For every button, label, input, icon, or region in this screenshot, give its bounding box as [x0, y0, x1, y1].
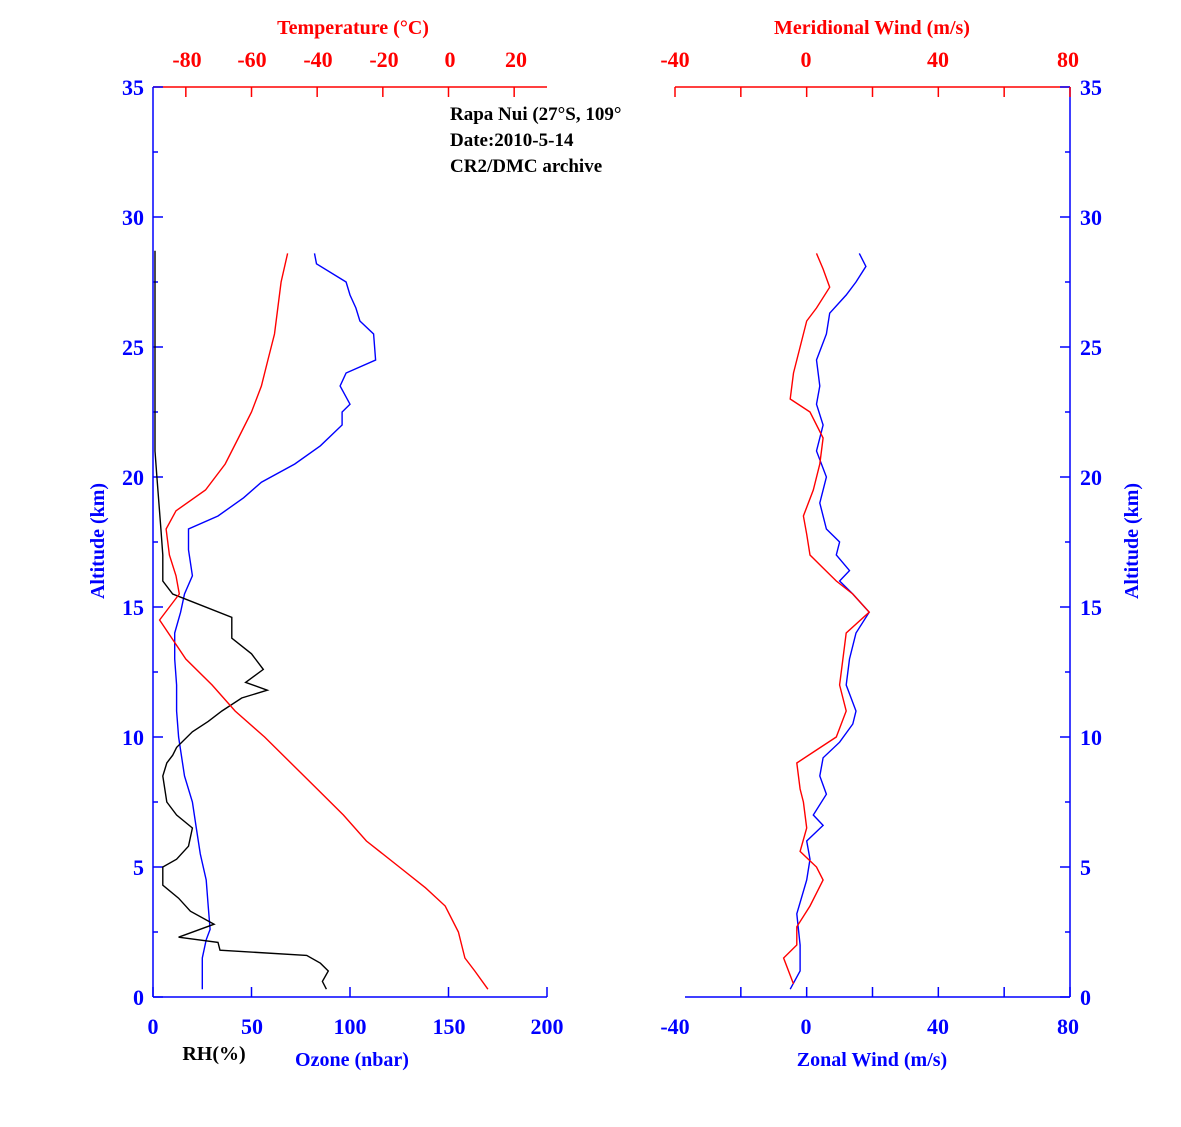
rh-axis-title: RH(%)	[182, 1043, 245, 1065]
left-altitude-tick-label: 15	[122, 595, 144, 620]
ozone-tick-label: 150	[433, 1014, 466, 1039]
ticks-layer	[152, 86, 1071, 998]
right-altitude-tick-label: 0	[1080, 985, 1091, 1010]
right-altitude-axis-title: Altitude (km)	[1121, 483, 1143, 599]
left-altitude-tick-label: 30	[122, 205, 144, 230]
right-profile-line-0	[789, 253, 871, 990]
left-altitude-tick-label: 20	[122, 465, 144, 490]
zonal-wind-tick-label: -40	[660, 1014, 689, 1039]
annotation-date: Date:2010-5-14	[450, 130, 574, 151]
right-altitude-tick-label: 30	[1080, 205, 1102, 230]
zonal-wind-tick-label: 80	[1057, 1014, 1079, 1039]
left-profile-line-1	[154, 250, 330, 990]
meridional-wind-tick-label: -40	[660, 47, 689, 72]
zonal-wind-tick-label: 0	[801, 1014, 812, 1039]
zonal-wind-axis-title: Zonal Wind (m/s)	[797, 1049, 947, 1071]
temperature-tick-label: -80	[172, 47, 201, 72]
right-altitude-tick-label: 5	[1080, 855, 1091, 880]
annotation-station: Rapa Nui (27°S, 109°	[450, 104, 621, 125]
left-altitude-axis-title: Altitude (km)	[87, 483, 109, 599]
right-profile-line-1	[782, 253, 871, 985]
left-profile-line-2	[158, 253, 489, 990]
series-layer	[154, 250, 871, 990]
ozone-tick-label: 100	[334, 1014, 367, 1039]
left-profile-line-0	[174, 253, 377, 990]
right-altitude-tick-label: 25	[1080, 335, 1102, 360]
right-altitude-tick-label: 35	[1080, 75, 1102, 100]
temperature-axis-title: Temperature (°C)	[277, 17, 429, 39]
axes-layer	[152, 86, 1071, 998]
temperature-tick-label: -20	[369, 47, 398, 72]
meridional-wind-axis-title: Meridional Wind (m/s)	[774, 17, 970, 39]
tick-labels: 0 5 10 15 20 25 30 35 0 5 10 15 20 25 30…	[122, 47, 1102, 1039]
temperature-tick-label: 20	[505, 47, 527, 72]
right-altitude-tick-label: 15	[1080, 595, 1102, 620]
meridional-wind-tick-label: 0	[801, 47, 812, 72]
ozone-tick-label: 200	[531, 1014, 564, 1039]
ozone-tick-label: 50	[241, 1014, 263, 1039]
temperature-tick-label: 0	[445, 47, 456, 72]
zonal-wind-tick-label: 40	[927, 1014, 949, 1039]
right-altitude-tick-label: 10	[1080, 725, 1102, 750]
left-altitude-tick-label: 0	[133, 985, 144, 1010]
annotation-archive: CR2/DMC archive	[450, 156, 602, 177]
meridional-wind-tick-label: 40	[927, 47, 949, 72]
right-altitude-tick-label: 20	[1080, 465, 1102, 490]
ozone-axis-title: Ozone (nbar)	[295, 1049, 409, 1071]
temperature-tick-label: -40	[303, 47, 332, 72]
temperature-tick-label: -60	[237, 47, 266, 72]
left-altitude-tick-label: 35	[122, 75, 144, 100]
left-altitude-tick-label: 10	[122, 725, 144, 750]
ozone-tick-label: 0	[148, 1014, 159, 1039]
left-altitude-tick-label: 5	[133, 855, 144, 880]
meridional-wind-tick-label: 80	[1057, 47, 1079, 72]
left-altitude-tick-label: 25	[122, 335, 144, 360]
